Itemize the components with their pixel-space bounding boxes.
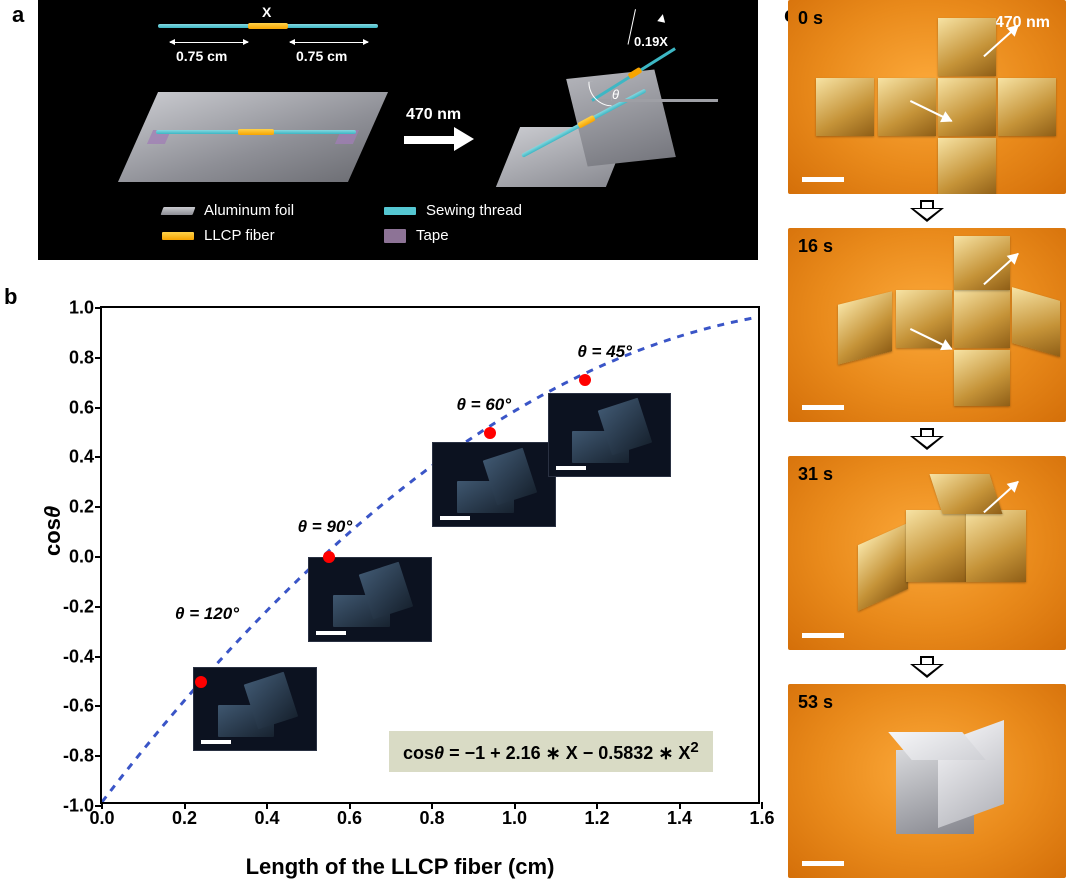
data-point [195, 676, 207, 688]
legend-swatch-tape [384, 229, 406, 243]
legend: Aluminum foil Sewing thread LLCP fiber T… [162, 202, 522, 244]
scale-bar-icon [802, 633, 844, 638]
inset-photo [193, 667, 317, 752]
ytick-label: -0.6 [63, 696, 94, 717]
inset-photo [432, 442, 556, 527]
legend-swatch-sewing-thread [384, 207, 416, 215]
wavelength-arrow-icon [404, 128, 474, 150]
xtick-label: 1.6 [749, 808, 774, 829]
data-point-label: θ = 90° [298, 517, 353, 537]
photo-frame: 31 s [788, 456, 1066, 650]
panel-b-chart: cosθ 0.00.20.40.60.81.01.21.41.6-1.0-0.8… [14, 286, 786, 882]
fiber-top-view: X 0.75 cm 0.75 cm [158, 24, 378, 28]
timestamp: 31 s [798, 464, 833, 485]
legend-swatch-aluminum-foil [161, 207, 196, 215]
legend-item-llcp-fiber: LLCP fiber [162, 227, 294, 244]
scale-bar-icon [802, 861, 844, 866]
legend-item-sewing-thread: Sewing thread [384, 202, 522, 219]
y-axis-title: cosθ [40, 506, 65, 556]
panel-a-schematic: X 0.75 cm 0.75 cm 470 nm [38, 0, 758, 260]
ytick-label: -0.2 [63, 596, 94, 617]
llcp-fiber-icon [248, 23, 288, 29]
xtick-label: 1.4 [667, 808, 692, 829]
schematic-container: X 0.75 cm 0.75 cm 470 nm [128, 18, 668, 178]
equation-box: cosθ = −1 + 2.16 ∗ X − 0.5832 ∗ X2 [389, 731, 713, 772]
photo-frame: 16 s [788, 228, 1066, 422]
panel-c-photos: 0 s 470 nm 16 s 31 s [788, 0, 1066, 878]
ytick-label: -0.4 [63, 646, 94, 667]
fiber-on-foil [156, 130, 356, 134]
data-point [484, 427, 496, 439]
xtick-label: 1.2 [584, 808, 609, 829]
dim-right [290, 42, 368, 43]
ytick-label: 0.0 [69, 547, 94, 568]
ytick-label: 1.0 [69, 298, 94, 319]
ytick-label: -0.8 [63, 746, 94, 767]
panel-label-a: a [12, 2, 24, 28]
photo-frame: 53 s [788, 684, 1066, 878]
timestamp: 0 s [798, 8, 823, 29]
xtick-label: 1.0 [502, 808, 527, 829]
timestamp: 16 s [798, 236, 833, 257]
xtick-label: 0.8 [419, 808, 444, 829]
data-point-label: θ = 45° [577, 342, 632, 362]
legend-label-tape: Tape [416, 227, 449, 244]
ytick-label: -1.0 [63, 796, 94, 817]
dim-right-label: 0.75 cm [296, 48, 347, 64]
xtick-label: 0.2 [172, 808, 197, 829]
sequence-arrow-icon [910, 200, 944, 221]
theta-inset: θ 0.19X [584, 38, 724, 108]
legend-label-sewing-thread: Sewing thread [426, 202, 522, 219]
ytick-label: 0.8 [69, 347, 94, 368]
ytick-label: 0.6 [69, 397, 94, 418]
photo-frame: 0 s 470 nm [788, 0, 1066, 194]
timestamp: 53 s [798, 692, 833, 713]
legend-item-aluminum-foil: Aluminum foil [162, 202, 294, 219]
xtick-label: 0.4 [254, 808, 279, 829]
sequence-arrow-icon [910, 656, 944, 677]
flat-foil-icon [118, 92, 388, 182]
legend-label-aluminum-foil: Aluminum foil [204, 202, 294, 219]
sewing-thread-icon [158, 24, 378, 28]
data-point [323, 551, 335, 563]
data-point [579, 374, 591, 386]
ytick-label: 0.4 [69, 447, 94, 468]
folded-foil-icon: θ 0.19X [488, 72, 688, 192]
dim-left-label: 0.75 cm [176, 48, 227, 64]
data-point-label: θ = 120° [175, 604, 239, 624]
sequence-arrow-icon [910, 428, 944, 449]
chart-area: 0.00.20.40.60.81.01.21.41.6-1.0-0.8-0.6-… [100, 306, 760, 804]
fiber-length-X: X [262, 4, 271, 20]
legend-swatch-llcp-fiber [162, 232, 194, 240]
legend-label-llcp-fiber: LLCP fiber [204, 227, 275, 244]
theta-symbol: θ [612, 87, 619, 102]
ytick-label: 0.2 [69, 497, 94, 518]
scale-bar-icon [802, 177, 844, 182]
scale-bar-icon [802, 405, 844, 410]
x-axis-title: Length of the LLCP fiber (cm) [246, 854, 555, 880]
dim-left [170, 42, 248, 43]
inset-photo [548, 393, 672, 478]
inset-photo [308, 557, 432, 642]
xtick-label: 0.6 [337, 808, 362, 829]
data-point-label: θ = 60° [456, 395, 511, 415]
wavelength-label: 470 nm [406, 106, 461, 124]
legend-item-tape: Tape [384, 227, 522, 244]
contraction-label: 0.19X [634, 34, 668, 49]
